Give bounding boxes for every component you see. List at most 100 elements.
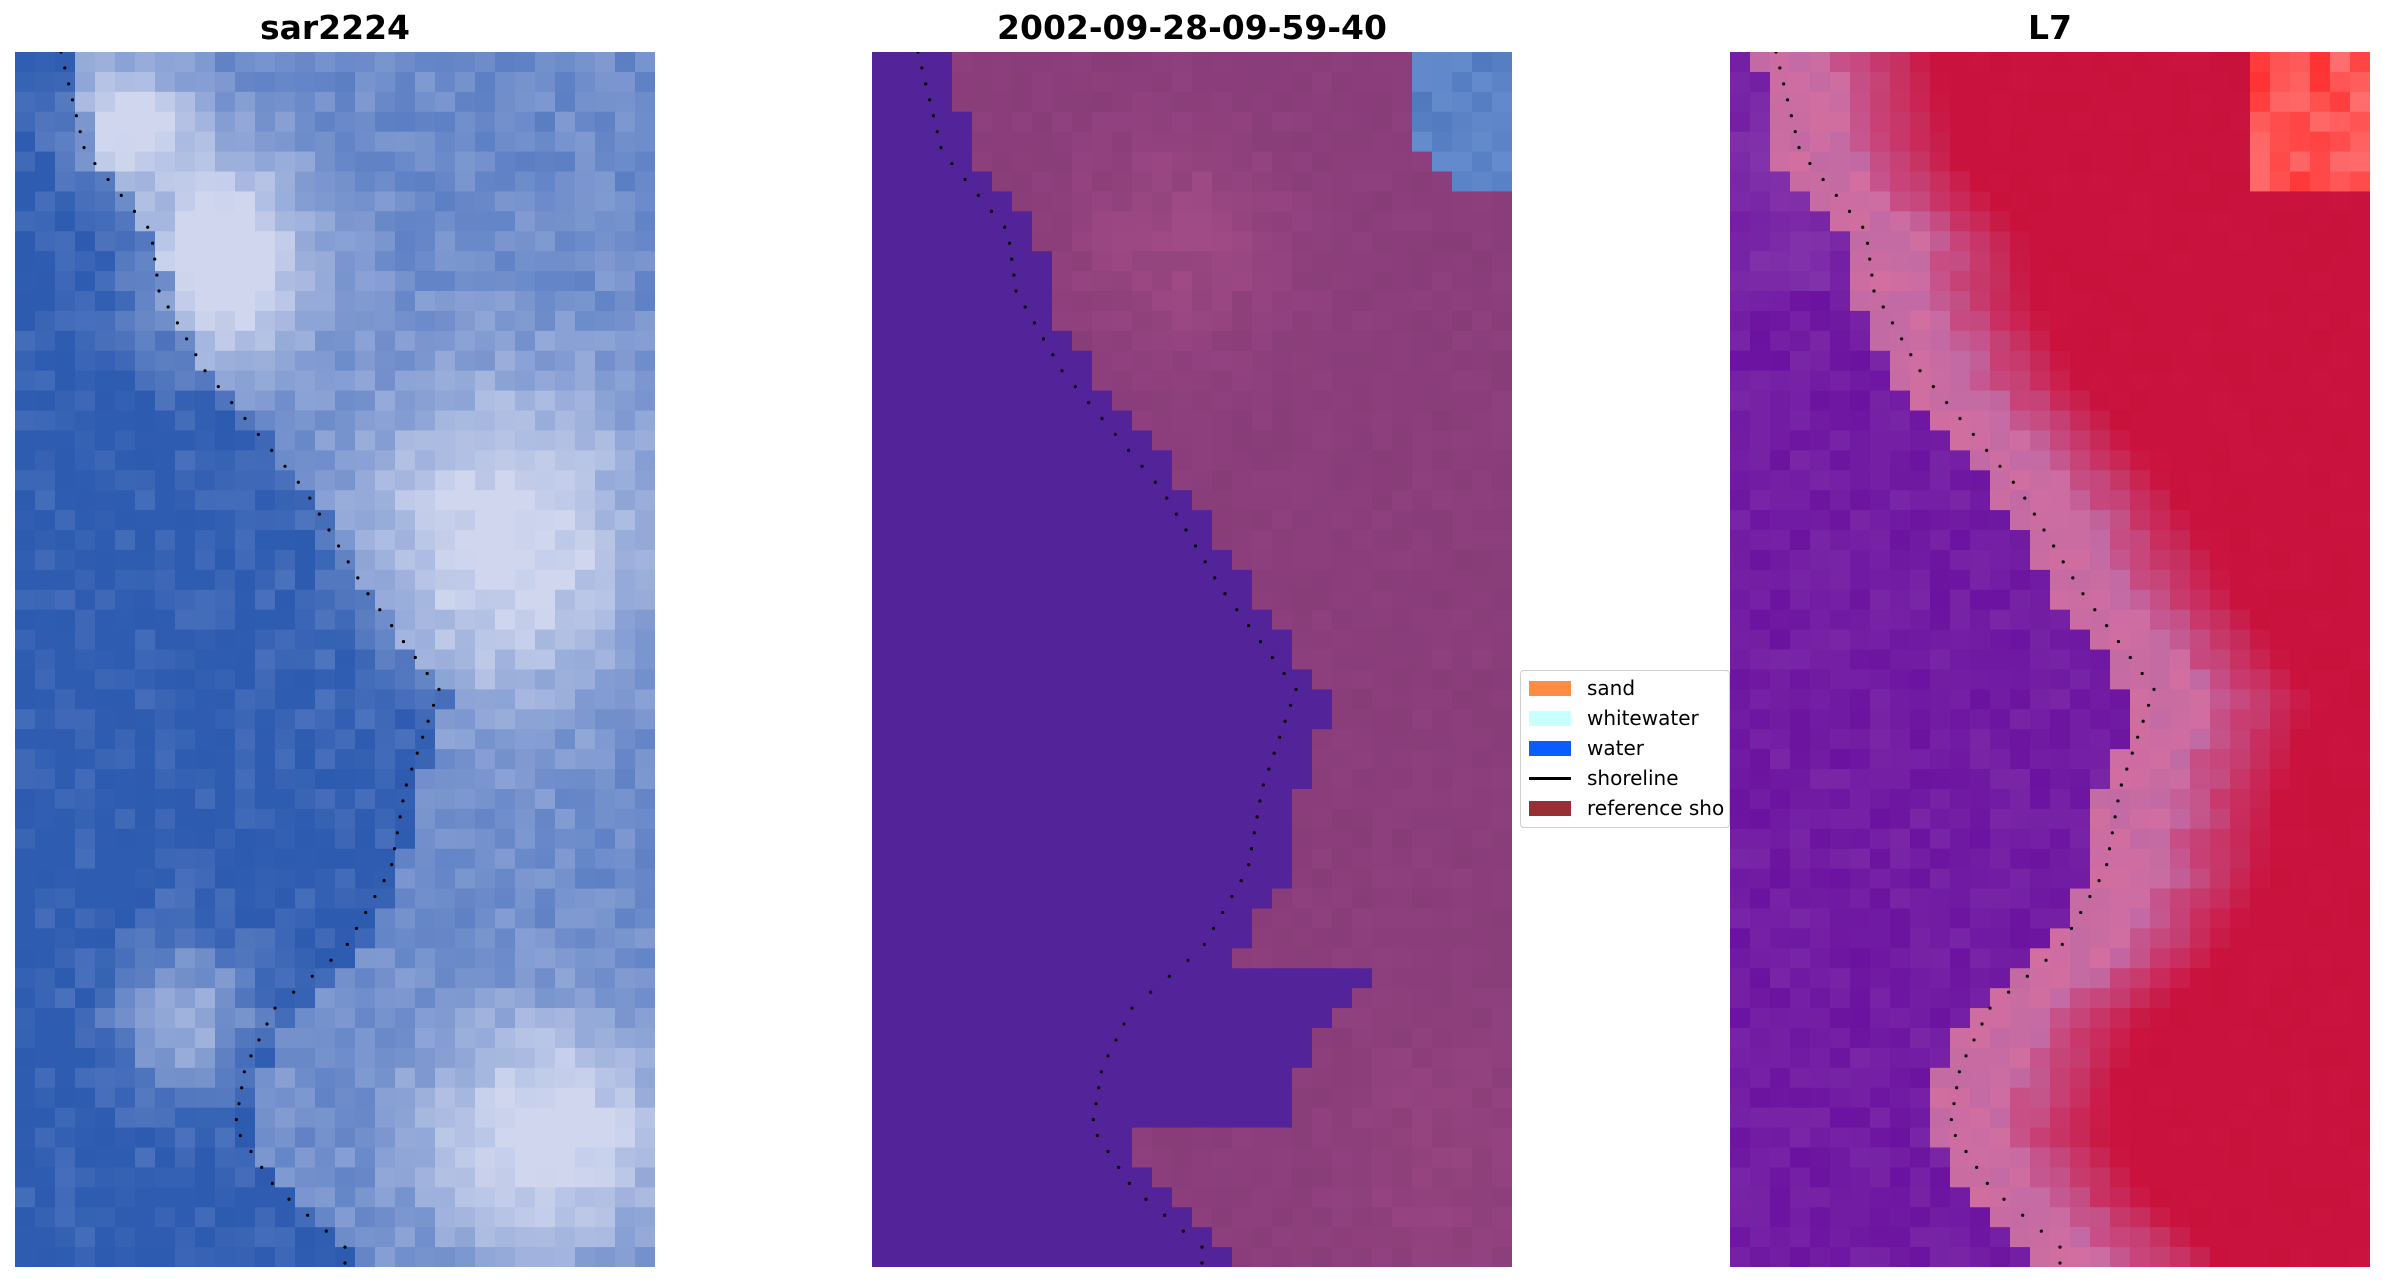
image-pixel [435, 689, 456, 710]
image-pixel [355, 52, 376, 73]
image-pixel [1312, 490, 1333, 511]
image-pixel [415, 71, 436, 93]
image-pixel [1252, 271, 1273, 292]
image-pixel [1212, 788, 1233, 810]
image-pixel [1492, 828, 1512, 850]
image-pixel [1052, 52, 1073, 73]
image-pixel [1452, 908, 1473, 929]
image-pixel [1132, 1107, 1153, 1129]
image-pixel [2230, 510, 2251, 531]
image-pixel [515, 71, 536, 93]
image-pixel [1232, 530, 1253, 551]
image-pixel [2150, 71, 2171, 93]
image-pixel [972, 1187, 993, 1208]
image-pixel [375, 1027, 396, 1049]
image-pixel [1392, 609, 1413, 631]
image-pixel [1272, 988, 1293, 1009]
image-pixel [1012, 91, 1033, 113]
image-pixel [315, 291, 336, 312]
image-pixel [515, 709, 536, 730]
image-pixel [992, 1027, 1013, 1049]
shoreline-dot [324, 1229, 328, 1233]
image-pixel [1092, 211, 1113, 232]
image-pixel [1332, 928, 1353, 949]
image-pixel [1412, 828, 1433, 850]
image-pixel [952, 629, 973, 651]
image-pixel [1372, 1247, 1393, 1267]
image-pixel [1352, 948, 1373, 969]
image-pixel [1152, 788, 1173, 810]
image-pixel [175, 111, 196, 133]
image-pixel [315, 310, 336, 332]
image-pixel [535, 52, 556, 73]
image-pixel [2250, 430, 2271, 451]
image-pixel [1072, 769, 1093, 790]
image-pixel [872, 1207, 893, 1228]
image-pixel [495, 868, 516, 890]
image-pixel [1950, 589, 1971, 611]
image-pixel [1092, 709, 1113, 730]
image-pixel [575, 430, 596, 451]
image-pixel [1810, 549, 1831, 571]
image-pixel [1392, 649, 1413, 671]
image-pixel [2190, 231, 2211, 252]
image-pixel [475, 231, 496, 252]
image-pixel [35, 251, 56, 272]
image-pixel [355, 510, 376, 531]
image-pixel [2130, 569, 2151, 591]
image-pixel [1910, 91, 1931, 113]
image-pixel [295, 510, 316, 531]
image-pixel [952, 1207, 973, 1228]
image-pixel [255, 1087, 276, 1109]
image-pixel [1332, 788, 1353, 810]
image-pixel [135, 928, 156, 949]
image-pixel [215, 908, 236, 929]
image-pixel [1292, 928, 1313, 949]
shoreline-dot [1249, 847, 1254, 851]
image-pixel [1272, 410, 1293, 432]
image-pixel [1472, 1087, 1493, 1109]
image-pixel [1890, 450, 1911, 471]
image-pixel [595, 848, 616, 870]
image-pixel [1950, 569, 1971, 591]
image-pixel [1192, 1207, 1213, 1228]
image-pixel [1232, 470, 1253, 491]
image-pixel [75, 91, 96, 113]
image-pixel [1392, 310, 1413, 332]
shoreline-dot [1247, 863, 1251, 867]
image-pixel [2250, 330, 2271, 352]
image-pixel [1092, 1047, 1113, 1069]
image-pixel [1810, 410, 1831, 432]
image-pixel [1970, 370, 1991, 392]
image-pixel [932, 808, 953, 830]
image-pixel [515, 1247, 536, 1267]
image-pixel [475, 1227, 496, 1248]
image-pixel [1312, 1027, 1333, 1049]
image-pixel [1132, 191, 1153, 212]
image-pixel [1352, 709, 1373, 730]
image-pixel [992, 689, 1013, 710]
image-pixel [595, 1127, 616, 1149]
image-pixel [155, 390, 176, 412]
image-pixel [455, 669, 476, 690]
image-pixel [1730, 271, 1751, 292]
image-pixel [155, 251, 176, 272]
image-pixel [455, 1067, 476, 1089]
image-pixel [135, 52, 156, 73]
image-pixel [1112, 868, 1133, 890]
image-pixel [315, 1008, 336, 1029]
image-pixel [235, 828, 256, 850]
image-pixel [135, 589, 156, 611]
image-pixel [1092, 749, 1113, 770]
image-pixel [1092, 1167, 1113, 1188]
image-pixel [35, 549, 56, 571]
image-pixel [575, 948, 596, 969]
image-pixel [2110, 151, 2131, 173]
image-pixel [1012, 669, 1033, 690]
image-pixel [255, 1008, 276, 1029]
image-pixel [2010, 251, 2031, 272]
image-pixel [2290, 390, 2311, 412]
image-pixel [2030, 490, 2051, 511]
image-pixel [95, 1147, 116, 1169]
image-pixel [1172, 1067, 1193, 1089]
